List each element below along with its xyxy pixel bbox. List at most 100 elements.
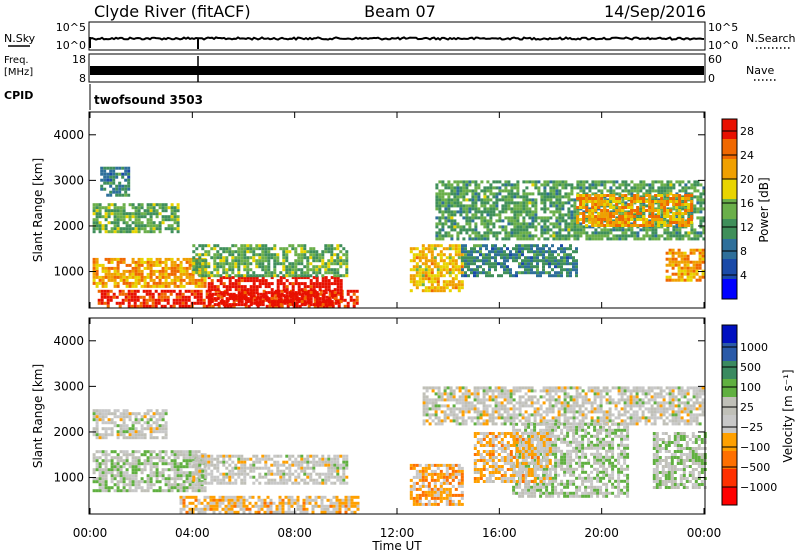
power-cell: [548, 253, 551, 257]
power-cell: [645, 192, 649, 196]
power-cell: [291, 274, 295, 278]
power-cell: [207, 271, 211, 275]
power-cell: [112, 166, 116, 170]
power-cell: [291, 300, 295, 304]
power-cell: [184, 289, 188, 293]
vel-cell: [306, 466, 310, 470]
power-cell: [294, 253, 298, 257]
power-cell: [555, 234, 559, 238]
power-cell: [680, 275, 684, 279]
power-cell: [621, 203, 625, 206]
power-cell: [115, 190, 119, 194]
power-cell: [699, 204, 703, 208]
power-cell: [480, 198, 484, 202]
power-cell: [657, 218, 661, 221]
power-cell: [219, 274, 223, 278]
power-cell: [283, 301, 287, 305]
vel-cell: [282, 472, 286, 476]
power-cell: [457, 280, 461, 284]
vel-cell: [140, 430, 144, 434]
vel-cell: [243, 481, 247, 485]
vel-cell: [167, 477, 171, 481]
vel-cell: [107, 453, 111, 457]
power-cell: [95, 227, 99, 231]
power-cell: [179, 275, 183, 279]
power-cell: [447, 207, 451, 211]
power-cell: [603, 194, 607, 197]
vel-cell: [107, 489, 111, 493]
power-cell: [149, 215, 153, 219]
power-cell: [537, 237, 541, 241]
power-cell: [149, 218, 153, 222]
vel-cell: [267, 457, 271, 461]
power-cell: [276, 288, 280, 292]
vel-cell: [233, 501, 237, 505]
power-cell: [563, 250, 566, 254]
vel-cell: [152, 474, 156, 478]
power-cell: [435, 183, 439, 187]
power-cell: [294, 291, 298, 295]
power-cell: [588, 194, 592, 197]
power-cell: [609, 203, 613, 206]
power-cell: [639, 200, 643, 203]
vel-cell: [216, 475, 220, 479]
power-cell: [253, 295, 257, 299]
power-cell: [504, 180, 508, 184]
power-cell: [112, 169, 116, 173]
vel-cell: [230, 498, 234, 502]
power-cell: [306, 276, 310, 280]
power-cell: [134, 260, 138, 264]
power-cell: [173, 269, 177, 273]
power-cell: [657, 237, 661, 241]
vel-cell: [273, 454, 277, 458]
vel-cell: [198, 466, 202, 470]
power-cell: [609, 237, 613, 241]
power-cell: [196, 292, 200, 296]
vel-cell: [122, 465, 126, 469]
power-cell: [258, 300, 262, 304]
vel-cell: [119, 424, 123, 428]
vel-cell: [101, 477, 105, 481]
power-cell: [216, 288, 220, 292]
power-cell: [118, 166, 122, 170]
power-cell: [674, 251, 678, 255]
power-cell: [597, 180, 601, 184]
power-cell: [639, 183, 643, 187]
power-cell: [264, 265, 268, 269]
power-cell: [534, 186, 538, 190]
power-cell: [451, 277, 455, 281]
power-cell: [545, 262, 548, 266]
power-cell: [636, 212, 640, 215]
power-cell: [668, 275, 672, 279]
power-cell: [148, 292, 152, 296]
power-cell: [276, 253, 280, 257]
power-cell: [696, 180, 700, 184]
vel-cell: [195, 472, 199, 476]
vel-cell: [116, 424, 120, 428]
power-cell: [687, 186, 691, 190]
power-cell: [285, 279, 289, 283]
power-cell: [573, 216, 577, 220]
power-cell: [699, 219, 703, 223]
power-cell: [555, 237, 559, 241]
vel-cell: [243, 478, 247, 482]
power-cell: [321, 300, 325, 304]
power-cell: [192, 244, 196, 248]
power-cell: [680, 278, 684, 282]
power-cell: [491, 262, 494, 266]
vel-cell: [146, 418, 150, 422]
power-cell: [261, 279, 265, 283]
power-cell: [306, 294, 310, 298]
power-cell: [507, 192, 511, 196]
power-cell: [258, 244, 262, 248]
vel-cell: [192, 463, 196, 467]
power-cell: [324, 300, 328, 304]
power-cell: [531, 201, 535, 205]
power-cell: [442, 268, 446, 272]
power-cell: [325, 295, 329, 299]
vel-cell: [291, 463, 295, 467]
power-cell: [503, 265, 506, 269]
power-cell: [485, 256, 488, 260]
power-cell: [274, 295, 278, 299]
power-cell: [495, 198, 499, 202]
